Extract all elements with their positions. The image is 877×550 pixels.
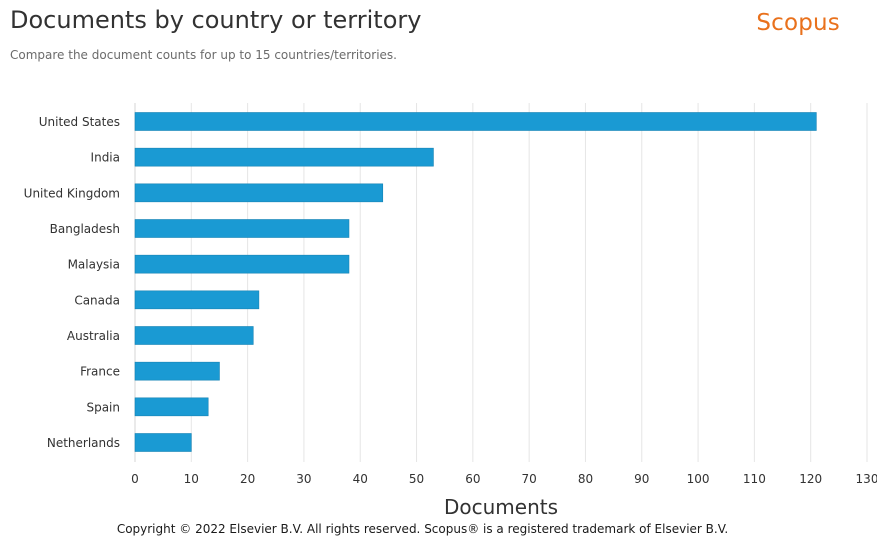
bars bbox=[134, 112, 817, 452]
category-label: India bbox=[91, 151, 120, 165]
x-axis-title: Documents bbox=[444, 495, 558, 519]
x-tick-label: 90 bbox=[634, 472, 649, 486]
category-label: Malaysia bbox=[68, 258, 120, 272]
category-label: Netherlands bbox=[47, 436, 120, 450]
bar-india[interactable] bbox=[134, 147, 434, 167]
category-label: United Kingdom bbox=[24, 186, 120, 200]
page-subtitle: Compare the document counts for up to 15… bbox=[10, 48, 397, 62]
bar-spain[interactable] bbox=[134, 397, 209, 417]
x-tick-label: 80 bbox=[578, 472, 593, 486]
category-label: Canada bbox=[74, 293, 120, 307]
x-tick-label: 130 bbox=[856, 472, 877, 486]
x-tick-label: 10 bbox=[184, 472, 199, 486]
bar-bangladesh[interactable] bbox=[134, 219, 350, 238]
category-label: Australia bbox=[67, 329, 120, 343]
x-tick-label: 120 bbox=[799, 472, 822, 486]
category-label: United States bbox=[39, 115, 120, 129]
bar-united-kingdom[interactable] bbox=[134, 183, 384, 203]
x-tick-label: 60 bbox=[465, 472, 480, 486]
x-tick-label: 110 bbox=[743, 472, 766, 486]
category-label: Bangladesh bbox=[50, 222, 120, 236]
x-tick-labels: 0 10 20 30 40 50 60 70 80 90 100 110 120 130 bbox=[131, 472, 877, 486]
category-label: France bbox=[80, 365, 120, 379]
x-tick-label: 30 bbox=[296, 472, 311, 486]
bar-canada[interactable] bbox=[134, 290, 260, 310]
category-labels: United States India United Kingdom Banglade… bbox=[24, 115, 120, 450]
bar-australia[interactable] bbox=[134, 326, 254, 345]
scopus-logo[interactable]: Scopus bbox=[756, 10, 840, 36]
category-label: Spain bbox=[86, 400, 120, 414]
x-tick-label: 0 bbox=[131, 472, 139, 486]
bar-france[interactable] bbox=[134, 361, 220, 381]
bar-united-states[interactable] bbox=[134, 112, 817, 131]
x-tick-label: 50 bbox=[409, 472, 424, 486]
x-tick-label: 70 bbox=[522, 472, 537, 486]
bar-malaysia[interactable] bbox=[134, 254, 350, 274]
copyright-notice: Copyright © 2022 Elsevier B.V. All right… bbox=[116, 522, 729, 536]
x-tick-label: 100 bbox=[687, 472, 710, 486]
page-title: Documents by country or territory bbox=[10, 6, 422, 34]
x-tick-label: 40 bbox=[353, 472, 368, 486]
bar-netherlands[interactable] bbox=[134, 433, 192, 452]
x-tick-label: 20 bbox=[240, 472, 255, 486]
